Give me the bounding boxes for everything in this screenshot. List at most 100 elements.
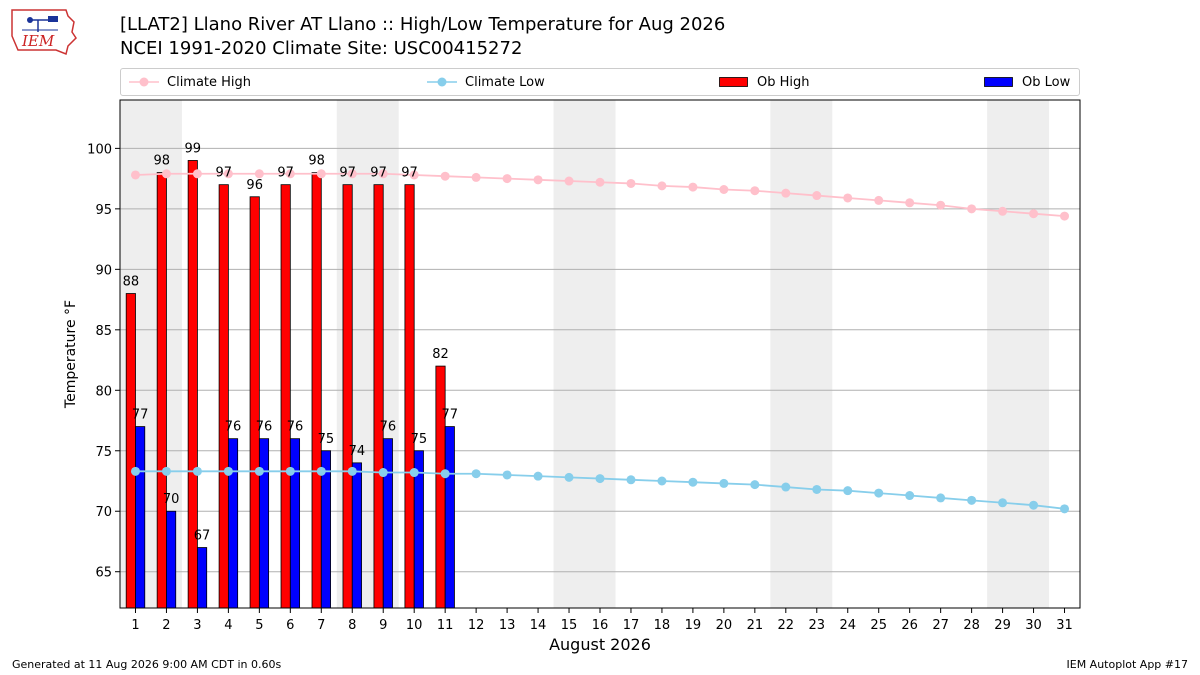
ob-high-value-label: 97 (401, 166, 418, 181)
climate-high-point (781, 188, 791, 198)
climate-high-point (812, 191, 822, 201)
x-tick-label: 7 (317, 618, 325, 633)
y-tick-label: 85 (95, 324, 112, 339)
ob-low-value-label: 75 (411, 432, 428, 447)
ob-high-bar (218, 184, 229, 609)
climate-high-point (254, 169, 264, 179)
climate-low-point (378, 468, 388, 478)
climate-low-point (347, 466, 357, 476)
x-tick-label: 3 (193, 618, 201, 633)
ob-low-value-label: 70 (163, 492, 180, 507)
climate-low-point (533, 471, 543, 481)
climate-high-point (843, 193, 853, 203)
ob-low-bar (382, 438, 393, 609)
climate-low-point (843, 486, 853, 496)
ob-high-bar (342, 184, 353, 609)
y-axis-label: Temperature °F (63, 300, 79, 409)
y-tick-label: 65 (95, 566, 112, 581)
legend-item-ob-low: Ob Low (984, 69, 1070, 95)
x-tick-label: 9 (379, 618, 387, 633)
ob-low-bar (258, 438, 270, 609)
climate-high-point (936, 200, 946, 210)
shade-band (987, 100, 1050, 608)
climate-low-point (657, 476, 667, 486)
ob-high-bar (404, 184, 415, 609)
ob-high-bar (373, 184, 384, 609)
ob-high-value-label: 99 (185, 141, 202, 156)
climate-low-point (223, 466, 233, 476)
x-tick-label: 29 (994, 618, 1011, 633)
climate-high-point (440, 171, 450, 181)
x-tick-label: 11 (437, 618, 454, 633)
climate-high-point (998, 206, 1008, 216)
ob-high-value-label: 98 (308, 154, 325, 169)
climate-low-point (781, 482, 791, 492)
logo-text: IEM (21, 32, 55, 50)
climate-low-point (688, 477, 698, 487)
generated-note: Generated at 11 Aug 2026 9:00 AM CDT in … (12, 658, 282, 671)
climate-low-point (998, 498, 1008, 508)
x-tick-label: 5 (255, 618, 263, 633)
ob-high-value-label: 98 (154, 154, 171, 169)
bar-value-labels: 88 98 99 97 96 97 98 97 97 97 82 77 70 67 76 76 76 75 74 76… (123, 141, 459, 543)
legend-label-ob-high: Ob High (757, 74, 810, 90)
climate-high-point (161, 169, 171, 179)
title-line-2: NCEI 1991-2020 Climate Site: USC00415272 (120, 38, 523, 59)
ob-low-value-label: 76 (256, 420, 273, 435)
climate-high-point (471, 172, 481, 182)
climate-low-point (254, 466, 264, 476)
climate-high-point (874, 195, 884, 205)
ob-high-bar (311, 172, 322, 609)
ob-high-value-label: 96 (246, 178, 263, 193)
ob-high-bar (156, 172, 167, 609)
ob-low-value-label: 77 (442, 408, 459, 423)
ob-low-value-label: 76 (380, 420, 397, 435)
ob-low-bar (227, 438, 239, 609)
climate-high-point (285, 169, 295, 179)
ob-low-swatch-icon (984, 77, 1013, 87)
climate-low-point (471, 469, 481, 479)
ob-low-bar (197, 547, 208, 609)
climate-high-point (1060, 211, 1070, 221)
shade-band (770, 100, 833, 608)
ob-high-bar (249, 196, 260, 609)
legend-label-climate-low: Climate Low (465, 74, 545, 90)
climate-high-point (223, 169, 233, 179)
climate-high-point (626, 178, 636, 188)
climate-low-point (440, 469, 450, 479)
climate-high-point (564, 176, 574, 186)
x-tick-label: 18 (654, 618, 671, 633)
climate-low-point (967, 495, 977, 505)
title-line-1: [LLAT2] Llano River AT Llano :: High/Low… (120, 14, 726, 35)
ob-high-value-label: 97 (215, 166, 232, 181)
climate-low-point (626, 475, 636, 485)
climate-high-point (502, 174, 512, 184)
ob-low-value-label: 67 (194, 529, 211, 544)
climate-low-point (409, 468, 419, 478)
climate-high-point (130, 170, 140, 180)
y-tick-label: 95 (95, 203, 112, 218)
x-tick-label: 6 (286, 618, 294, 633)
climate-low-point (874, 488, 884, 498)
ob-high-swatch-icon (719, 77, 748, 87)
climate-high-point (750, 186, 760, 196)
x-axis-label: August 2026 (549, 635, 651, 654)
x-tick-label: 26 (901, 618, 918, 633)
climate-low-point (719, 478, 729, 488)
iem-logo: IEM (8, 6, 80, 58)
shade-band (553, 100, 616, 608)
ob-low-value-label: 74 (349, 444, 366, 459)
climate-high-marker-icon (129, 77, 159, 87)
x-tick-label: 28 (963, 618, 980, 633)
app-note: IEM Autoplot App #17 (1066, 658, 1189, 671)
ob-low-bar (166, 510, 177, 609)
x-tick-label: 23 (809, 618, 826, 633)
climate-low-point (1029, 500, 1039, 510)
legend-label-ob-low: Ob Low (1022, 74, 1071, 90)
x-tick-label: 15 (561, 618, 578, 633)
x-tick-label: 8 (348, 618, 356, 633)
climate-low-point (285, 466, 295, 476)
climate-low-point (130, 466, 140, 476)
x-tick-label: 25 (870, 618, 887, 633)
x-tick-label: 24 (839, 618, 856, 633)
